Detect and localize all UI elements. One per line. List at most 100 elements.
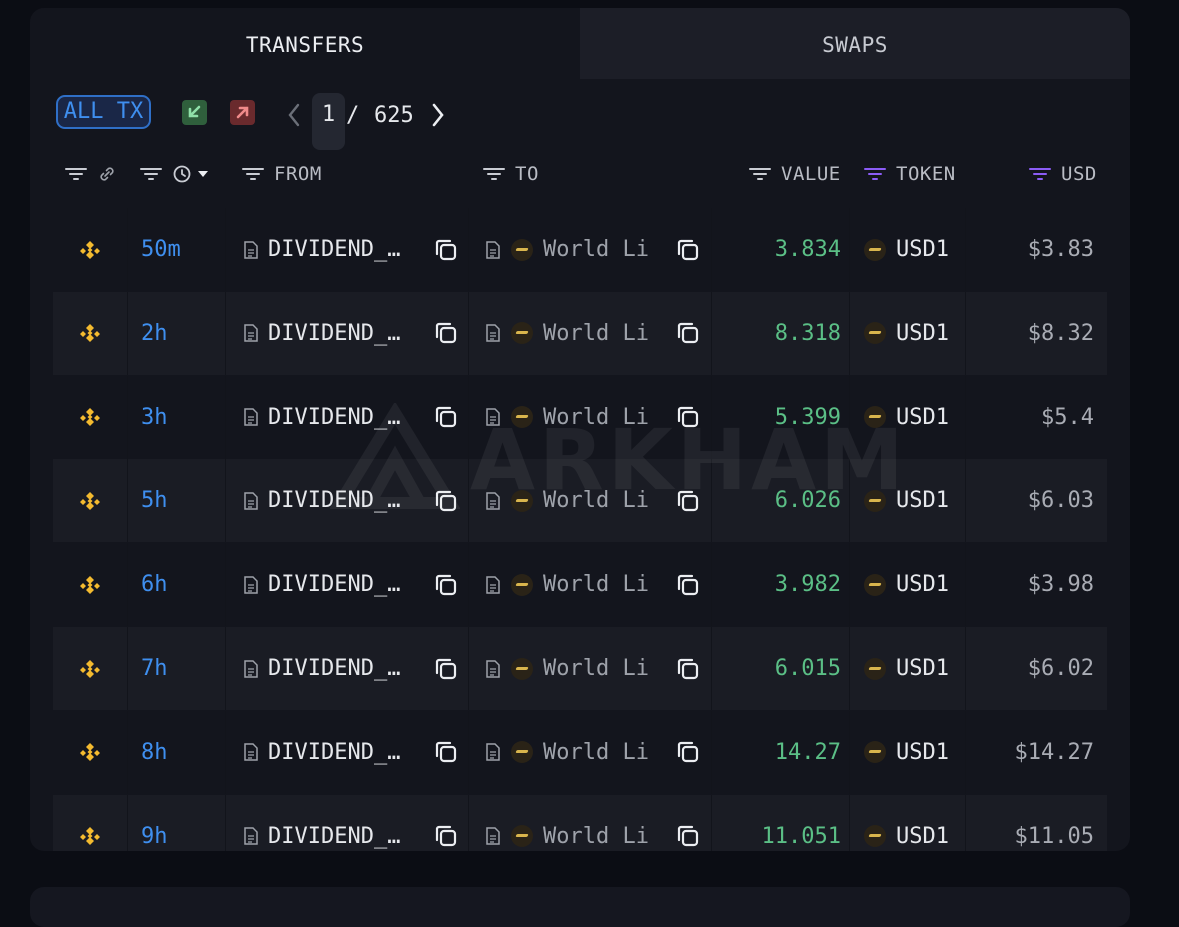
token-link[interactable]: USD1	[896, 488, 949, 514]
from-column-header[interactable]: FROM	[242, 161, 322, 187]
table-row[interactable]: 50m DIVIDEND_… World Li	[53, 208, 1107, 291]
usd-header-label: USD	[1061, 163, 1097, 185]
copy-to-button[interactable]	[675, 543, 701, 626]
copy-from-button[interactable]	[433, 376, 459, 459]
copy-to-button[interactable]	[675, 376, 701, 459]
table-row[interactable]: 3h DIVIDEND_… World Li	[53, 375, 1107, 459]
chain-filter-header[interactable]	[65, 161, 117, 187]
current-page-input[interactable]: 1	[312, 93, 345, 150]
value-cell: 3.834	[774, 237, 841, 262]
copy-to-button[interactable]	[675, 292, 701, 375]
outgoing-arrow-icon	[236, 106, 249, 119]
time-cell[interactable]: 6h	[141, 572, 168, 598]
table-row[interactable]: 5h DIVIDEND_… World Li	[53, 459, 1107, 543]
token-link[interactable]: USD1	[896, 572, 949, 598]
from-entity-doc-icon	[243, 711, 259, 794]
value-column-header[interactable]: VALUE	[749, 161, 841, 187]
time-filter-header[interactable]	[140, 161, 210, 187]
from-address-link[interactable]: DIVIDEND_…	[268, 656, 401, 681]
usd-cell: $14.27	[1014, 739, 1094, 765]
next-page-button[interactable]	[428, 101, 448, 129]
to-entity-doc-icon	[485, 711, 501, 794]
to-address-link[interactable]: World Li	[543, 488, 649, 514]
value-cell: 3.982	[774, 572, 841, 598]
from-address-link[interactable]: DIVIDEND_…	[268, 320, 401, 346]
value-header-label: VALUE	[781, 163, 841, 185]
table-row[interactable]: 8h DIVIDEND_… World Li	[53, 710, 1107, 794]
outgoing-filter-button[interactable]	[230, 100, 255, 125]
filter-icon	[65, 168, 87, 180]
copy-from-button[interactable]	[433, 543, 459, 626]
to-column-header[interactable]: TO	[483, 161, 539, 187]
copy-from-button[interactable]	[433, 627, 459, 710]
value-cell: 14.27	[774, 739, 841, 765]
value-cell: 6.015	[774, 656, 841, 681]
from-address-link[interactable]: DIVIDEND_…	[268, 823, 401, 849]
copy-to-button[interactable]	[675, 627, 701, 710]
copy-to-button[interactable]	[675, 795, 701, 851]
time-cell[interactable]: 8h	[141, 739, 168, 765]
time-cell[interactable]: 7h	[141, 656, 168, 681]
incoming-filter-button[interactable]	[182, 100, 207, 125]
from-address-link[interactable]: DIVIDEND_…	[268, 572, 401, 598]
copy-from-button[interactable]	[433, 711, 459, 794]
time-cell[interactable]: 50m	[141, 237, 181, 262]
to-address-link[interactable]: World Li	[543, 823, 649, 849]
token-link[interactable]: USD1	[896, 404, 949, 430]
to-entity-doc-icon	[485, 543, 501, 626]
filter-active-icon	[1029, 168, 1051, 180]
table-row[interactable]: 2h DIVIDEND_… World Li	[53, 291, 1107, 375]
filter-icon	[242, 168, 264, 180]
token-link[interactable]: USD1	[896, 656, 949, 681]
to-address-link[interactable]: World Li	[543, 320, 649, 346]
secondary-panel	[30, 887, 1130, 927]
to-address-link[interactable]: World Li	[543, 739, 649, 765]
table-row[interactable]: 7h DIVIDEND_… World Li	[53, 627, 1107, 710]
token-link[interactable]: USD1	[896, 237, 949, 262]
usd-column-header[interactable]: USD	[1029, 161, 1097, 187]
token-link[interactable]: USD1	[896, 823, 949, 849]
copy-from-button[interactable]	[433, 292, 459, 375]
from-address-link[interactable]: DIVIDEND_…	[268, 739, 401, 765]
time-cell[interactable]: 5h	[141, 488, 168, 514]
table-row[interactable]: 6h DIVIDEND_… World Li	[53, 543, 1107, 627]
from-entity-doc-icon	[243, 627, 259, 710]
world-liberty-logo-icon	[511, 711, 533, 794]
copy-icon	[435, 490, 457, 511]
from-entity-doc-icon	[243, 459, 259, 542]
to-address-link[interactable]: World Li	[543, 572, 649, 598]
copy-to-button[interactable]	[675, 711, 701, 794]
tab-swaps[interactable]: SWAPS	[580, 8, 1130, 79]
copy-from-button[interactable]	[433, 459, 459, 542]
copy-icon	[677, 658, 699, 679]
tab-bar: TRANSFERS SWAPS	[30, 8, 1130, 79]
token-link[interactable]: USD1	[896, 320, 949, 346]
to-entity-doc-icon	[485, 795, 501, 851]
table-row[interactable]: 9h DIVIDEND_… World Li	[53, 794, 1107, 851]
copy-from-button[interactable]	[433, 208, 459, 291]
time-cell[interactable]: 3h	[141, 404, 168, 430]
copy-from-button[interactable]	[433, 795, 459, 851]
copy-to-button[interactable]	[675, 459, 701, 542]
tab-transfers[interactable]: TRANSFERS	[30, 8, 580, 79]
bnb-chain-icon	[80, 240, 100, 259]
time-cell[interactable]: 9h	[141, 823, 168, 849]
from-address-link[interactable]: DIVIDEND_…	[268, 404, 401, 430]
copy-icon	[677, 406, 699, 428]
previous-page-button[interactable]	[284, 101, 304, 129]
usd-cell: $3.83	[1027, 237, 1094, 262]
link-icon	[100, 167, 114, 181]
usd1-token-icon	[864, 711, 886, 794]
copy-to-button[interactable]	[675, 208, 701, 291]
token-link[interactable]: USD1	[896, 739, 949, 765]
time-cell[interactable]: 2h	[141, 320, 168, 346]
to-address-link[interactable]: World Li	[543, 656, 649, 681]
usd1-token-icon	[864, 627, 886, 710]
bnb-chain-icon	[80, 827, 100, 846]
from-address-link[interactable]: DIVIDEND_…	[268, 488, 401, 514]
from-address-link[interactable]: DIVIDEND_…	[268, 237, 401, 262]
all-tx-filter-button[interactable]: ALL TX	[56, 95, 151, 129]
token-column-header[interactable]: TOKEN	[864, 161, 956, 187]
to-address-link[interactable]: World Li	[543, 237, 649, 262]
to-address-link[interactable]: World Li	[543, 404, 649, 430]
